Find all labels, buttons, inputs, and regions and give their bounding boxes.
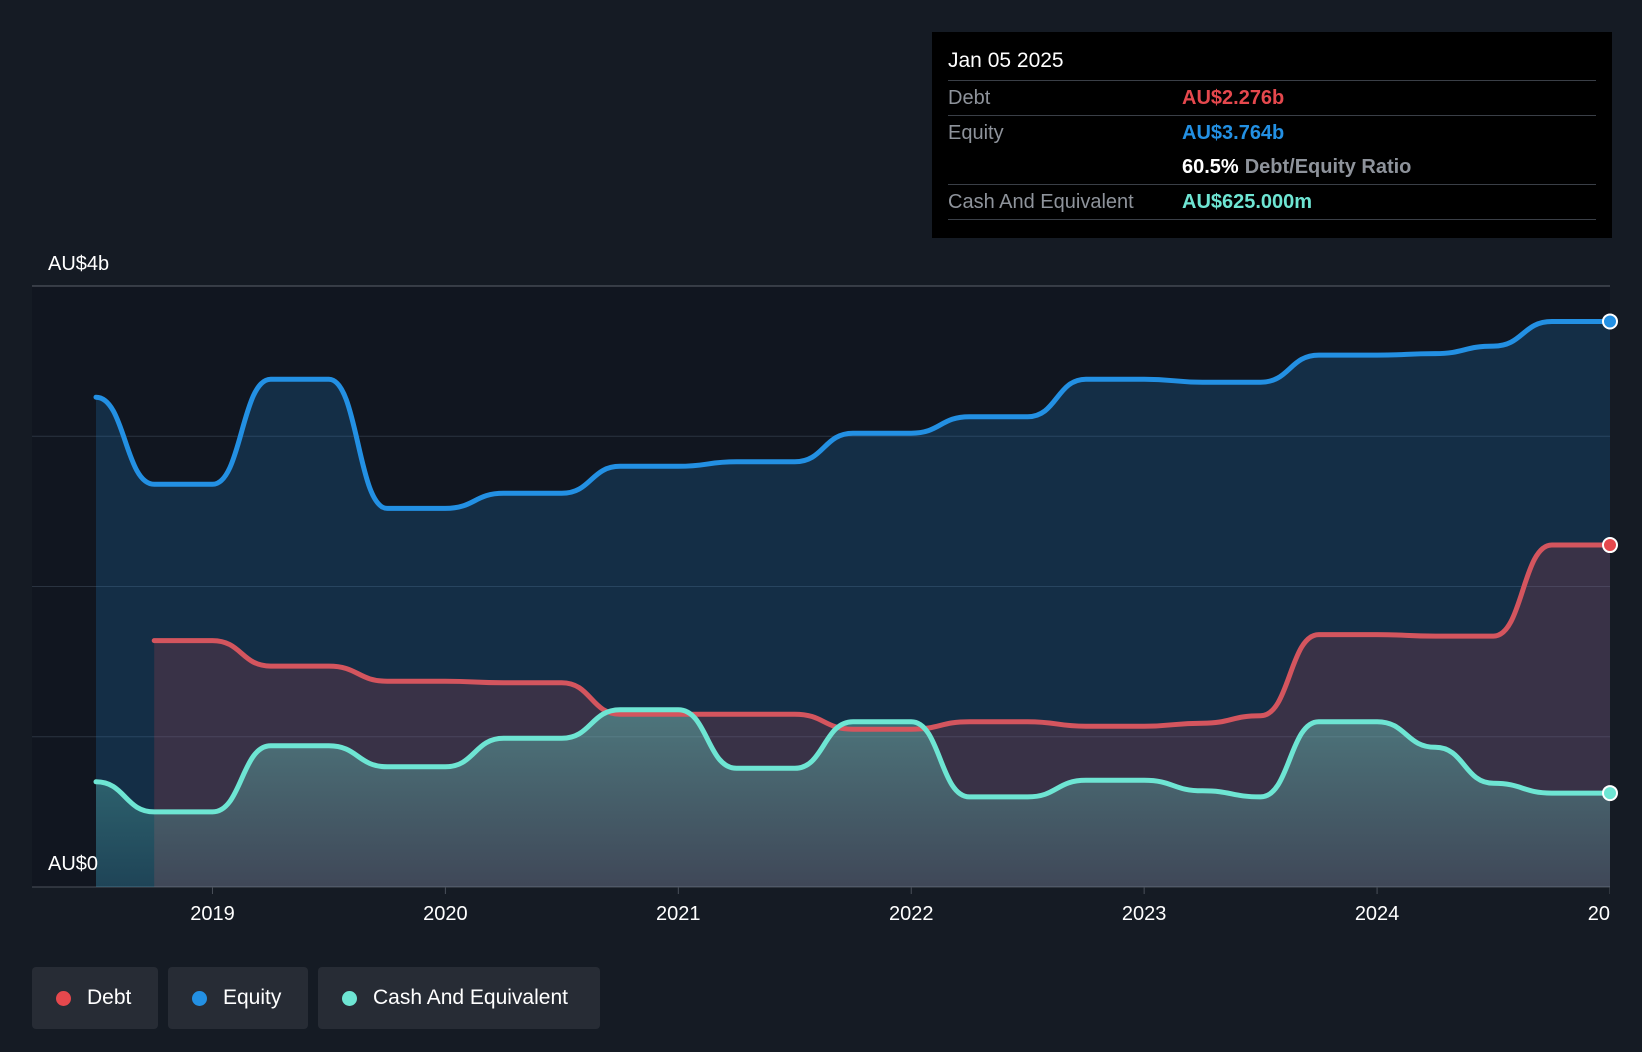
x-tick-label: 2024 (1355, 903, 1400, 925)
y-axis-max-label: AU$4b (48, 253, 109, 275)
tooltip-cash-row: Cash And Equivalent AU$625.000m (948, 185, 1596, 220)
equity-area (96, 321, 1610, 887)
debt-line (151, 542, 1613, 732)
legend-cash-label: Cash And Equivalent (373, 986, 568, 1009)
x-tick-label: 2025 (1588, 903, 1633, 925)
x-axis-ticks: 2019 2020 2021 2022 2023 2024 2025 (190, 887, 1633, 925)
cash-endpoint-marker[interactable] (1602, 785, 1618, 802)
series-areas (96, 321, 1611, 887)
y-axis-min-label: AU$0 (48, 853, 98, 875)
tooltip-equity-label: Equity (948, 122, 1004, 144)
cash-dot-icon (342, 990, 357, 1006)
legend-item-debt[interactable]: Debt (32, 967, 158, 1029)
tooltip-cash-value: AU$625.000m (1182, 191, 1313, 213)
x-tick-label: 2020 (423, 903, 468, 925)
tooltip-date: Jan 05 2025 (948, 46, 1596, 81)
debt-dot-icon (56, 990, 71, 1006)
legend-debt-label: Debt (87, 986, 132, 1009)
tooltip-debt-label: Debt (948, 87, 991, 109)
x-tick-label: 2022 (889, 903, 934, 925)
tooltip-debt-value: AU$2.276b (1182, 87, 1285, 109)
tooltip-cash-label: Cash And Equivalent (948, 191, 1134, 213)
equity-line (93, 319, 1613, 511)
tooltip-ratio-label: Debt/Equity Ratio (1244, 156, 1412, 178)
tooltip-ratio-row: 60.5% Debt/Equity Ratio (948, 150, 1596, 185)
tooltip-equity-row: Equity AU$3.764b (948, 116, 1596, 150)
legend-item-cash[interactable]: Cash And Equivalent (318, 967, 600, 1029)
debt-endpoint-marker[interactable] (1602, 537, 1618, 554)
tooltip-debt-row: Debt AU$2.276b (948, 81, 1596, 116)
series-endpoints (1602, 313, 1618, 802)
chart-legend: Debt Equity Cash And Equivalent (32, 967, 600, 1029)
x-tick-label: 2023 (1122, 903, 1167, 925)
series-lines (93, 319, 1613, 815)
chart-tooltip: Jan 05 2025 Debt AU$2.276b Equity AU$3.7… (932, 32, 1612, 238)
tooltip-equity-value: AU$3.764b (1182, 122, 1285, 144)
legend-equity-label: Equity (223, 986, 282, 1009)
equity-dot-icon (192, 990, 207, 1006)
x-tick-label: 2019 (190, 903, 235, 925)
x-tick-label: 2021 (656, 903, 701, 925)
cash-line (93, 707, 1613, 815)
legend-item-equity[interactable]: Equity (168, 967, 308, 1029)
equity-endpoint-marker[interactable] (1602, 313, 1618, 330)
tooltip-ratio-value: 60.5% (1182, 156, 1239, 178)
